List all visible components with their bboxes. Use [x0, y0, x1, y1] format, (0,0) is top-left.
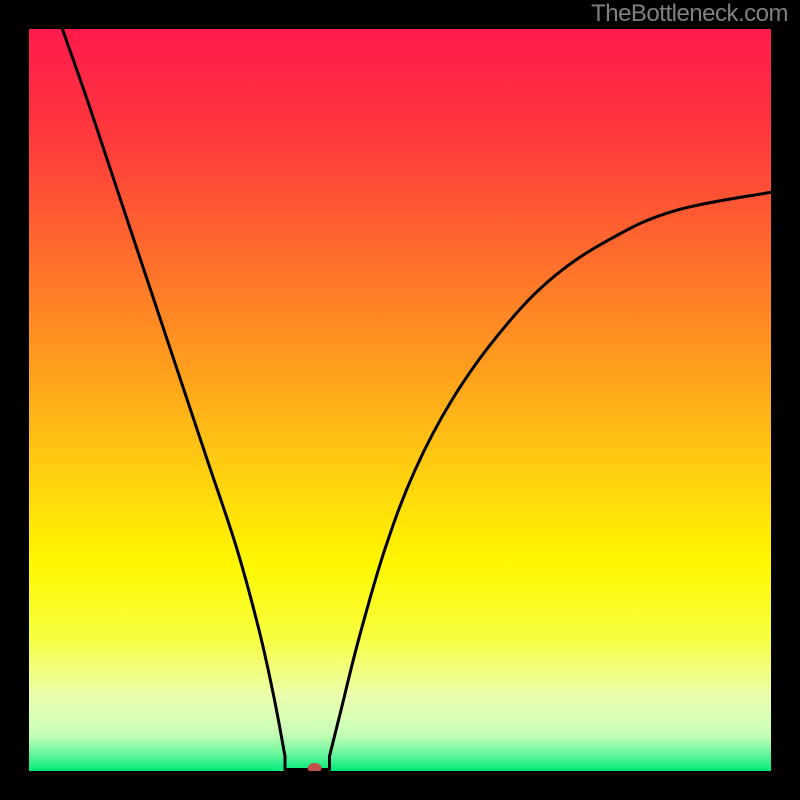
plot-area [29, 29, 771, 771]
gradient-background [29, 29, 771, 771]
chart-svg [29, 29, 771, 771]
watermark-text: TheBottleneck.com [591, 0, 788, 28]
chart-container: TheBottleneck.com [0, 0, 800, 800]
